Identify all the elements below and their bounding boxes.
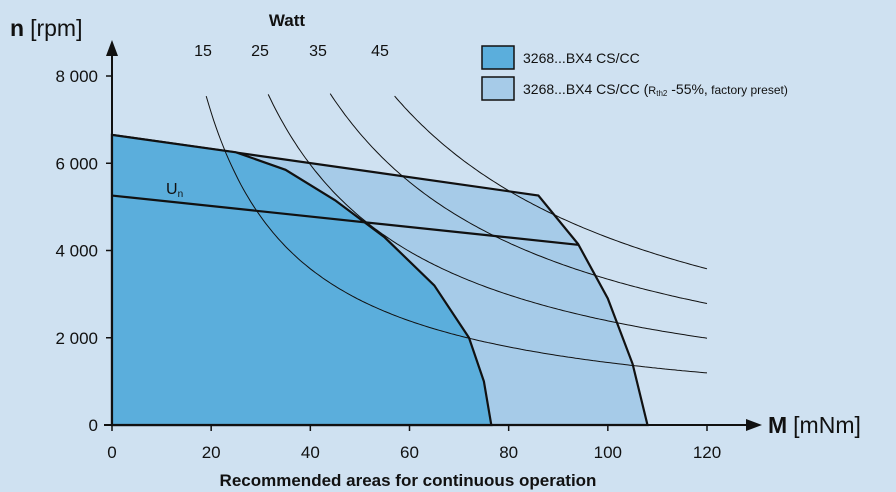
legend-swatch-extended bbox=[481, 76, 515, 101]
y-tick-label: 0 bbox=[89, 416, 98, 435]
legend-label-extended: 3268...BX4 CS/CC (Rth2 -55%, factory pre… bbox=[523, 81, 788, 98]
y-axis-arrow bbox=[106, 40, 118, 56]
x-ticks: 0 20 40 60 80 100 120 bbox=[107, 425, 721, 462]
x-tick-label: 120 bbox=[693, 443, 721, 462]
region-base-area bbox=[110, 133, 493, 427]
power-curve-25 bbox=[267, 94, 708, 339]
power-curve-35 bbox=[329, 93, 708, 304]
y-ticks: 0 2 000 4 000 6 000 8 000 bbox=[55, 67, 112, 435]
y-tick-label: 2 000 bbox=[55, 329, 98, 348]
voltage-label: Un bbox=[166, 181, 183, 200]
legend-ext-tail: -55%, bbox=[667, 81, 707, 97]
legend-ext-main: 3268...BX4 CS/CC ( bbox=[523, 81, 649, 97]
y-axis-symbol: n bbox=[10, 15, 24, 41]
legend-label-base: 3268...BX4 CS/CC bbox=[523, 50, 640, 66]
x-tick-label: 60 bbox=[400, 443, 419, 462]
x-axis-arrow bbox=[746, 419, 762, 431]
voltage-line bbox=[111, 194, 579, 246]
legend: 3268...BX4 CS/CC 3268...BX4 CS/CC (Rth2 … bbox=[481, 45, 788, 101]
power-curve-label-15: 15 bbox=[194, 43, 212, 60]
power-curve-45 bbox=[394, 95, 708, 270]
legend-swatch-base bbox=[481, 45, 515, 70]
power-header: Watt bbox=[269, 11, 306, 30]
legend-ext-sub: th2 bbox=[656, 89, 668, 98]
y-tick-label: 6 000 bbox=[55, 154, 98, 173]
y-tick-label: 8 000 bbox=[55, 67, 98, 86]
power-curve-label-35: 35 bbox=[309, 43, 327, 60]
x-axis-unit: [mNm] bbox=[793, 412, 861, 438]
x-tick-label: 80 bbox=[499, 443, 518, 462]
x-tick-label: 100 bbox=[594, 443, 622, 462]
x-axis-symbol: M bbox=[768, 412, 787, 438]
x-tick-label: 40 bbox=[301, 443, 320, 462]
voltage-label-sub: n bbox=[178, 189, 184, 200]
chart-caption: Recommended areas for continuous operati… bbox=[220, 471, 597, 490]
x-tick-label: 20 bbox=[202, 443, 221, 462]
legend-ext-note: factory preset) bbox=[708, 83, 788, 97]
power-curve-label-25: 25 bbox=[251, 43, 269, 60]
legend-ext-sub-base: R bbox=[648, 85, 656, 97]
voltage-label-base: U bbox=[166, 181, 178, 198]
x-tick-label: 0 bbox=[107, 443, 116, 462]
y-axis-unit: [rpm] bbox=[30, 15, 82, 41]
x-axis-title: M [mNm] bbox=[768, 412, 861, 438]
power-curve-15 bbox=[205, 95, 708, 374]
y-axis-title: n [rpm] bbox=[10, 15, 82, 41]
power-curves: 15 25 35 45 bbox=[194, 43, 708, 374]
power-curve-label-45: 45 bbox=[371, 43, 389, 60]
y-tick-label: 4 000 bbox=[55, 242, 98, 261]
